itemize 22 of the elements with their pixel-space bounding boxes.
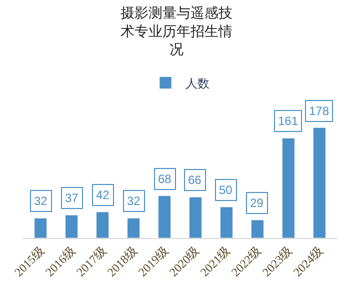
data-label: 68	[158, 172, 172, 186]
data-label: 161	[278, 114, 298, 128]
bar	[158, 196, 171, 238]
bar	[251, 220, 264, 238]
legend-label: 人数	[186, 76, 210, 90]
bar	[34, 218, 48, 238]
data-label: 37	[65, 191, 79, 205]
chart-title: 摄影测量与遥感技术专业历年招生情况	[120, 6, 232, 58]
bar	[127, 218, 140, 238]
data-label: 42	[96, 188, 110, 202]
bar	[282, 138, 295, 238]
bar	[220, 206, 233, 238]
data-label: 50	[219, 183, 233, 197]
data-label: 66	[188, 173, 202, 187]
data-label: 32	[127, 194, 141, 208]
bar	[312, 127, 326, 238]
data-label: 178	[309, 104, 330, 118]
bar	[189, 196, 202, 238]
bar	[96, 212, 109, 238]
data-label: 32	[34, 194, 48, 208]
bar	[65, 214, 78, 238]
data-label: 29	[250, 196, 264, 210]
